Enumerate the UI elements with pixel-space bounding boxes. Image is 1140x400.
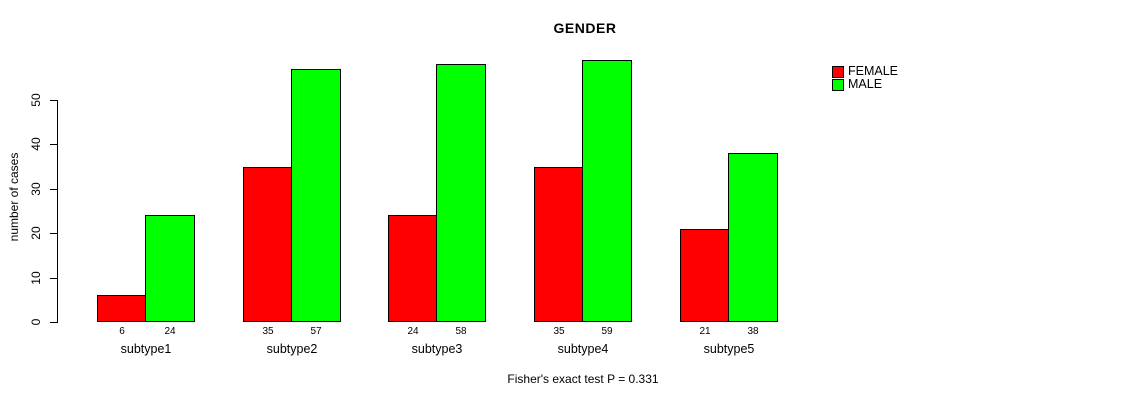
bar-value-label: 35	[262, 326, 274, 337]
y-tick	[50, 278, 57, 279]
bar-value-label: 24	[407, 326, 419, 337]
bar-male-subtype4	[582, 60, 632, 322]
bar-female-subtype3	[388, 215, 438, 322]
x-category-label: subtype1	[120, 342, 172, 356]
legend-swatch-female	[832, 65, 844, 78]
x-category-label: subtype2	[266, 342, 318, 356]
legend-label-male: MALE	[848, 77, 883, 91]
x-category-label: subtype3	[411, 342, 463, 356]
y-tick	[50, 233, 57, 234]
y-tick-label: 30	[29, 182, 43, 196]
bar-male-subtype3	[436, 64, 486, 322]
y-tick-label: 40	[29, 137, 43, 151]
legend-row-female: FEMALE	[832, 65, 898, 78]
y-axis	[57, 100, 58, 323]
x-category-label: subtype4	[557, 342, 609, 356]
y-tick	[50, 144, 57, 145]
bar-value-label: 59	[601, 326, 613, 337]
legend: FEMALE MALE	[832, 65, 898, 91]
bar-value-label: 57	[310, 326, 322, 337]
bar-male-subtype2	[291, 69, 341, 322]
y-tick-label: 50	[29, 93, 43, 107]
y-tick	[50, 100, 57, 101]
x-category-label: subtype5	[703, 342, 755, 356]
y-tick-label: 0	[29, 318, 43, 326]
bar-female-subtype2	[243, 167, 293, 322]
bar-female-subtype4	[534, 167, 584, 322]
y-tick	[50, 189, 57, 190]
bar-value-label: 38	[747, 326, 759, 337]
y-tick	[50, 322, 57, 323]
y-tick-label: 10	[29, 271, 43, 285]
bar-value-label: 21	[699, 326, 711, 337]
y-tick-label: 20	[29, 226, 43, 240]
legend-row-male: MALE	[832, 78, 898, 91]
bar-male-subtype5	[728, 153, 778, 322]
chart-title: GENDER	[553, 20, 617, 36]
legend-label-female: FEMALE	[848, 64, 899, 78]
caption: Fisher's exact test P = 0.331	[507, 372, 659, 386]
y-axis-label: number of cases	[7, 152, 21, 242]
bar-value-label: 24	[164, 326, 176, 337]
bar-value-label: 58	[455, 326, 467, 337]
bar-female-subtype5	[680, 229, 730, 322]
bar-female-subtype1	[97, 295, 147, 322]
bar-value-label: 35	[553, 326, 565, 337]
bar-male-subtype1	[145, 215, 195, 322]
legend-swatch-male	[832, 78, 844, 91]
bar-value-label: 6	[119, 326, 125, 337]
